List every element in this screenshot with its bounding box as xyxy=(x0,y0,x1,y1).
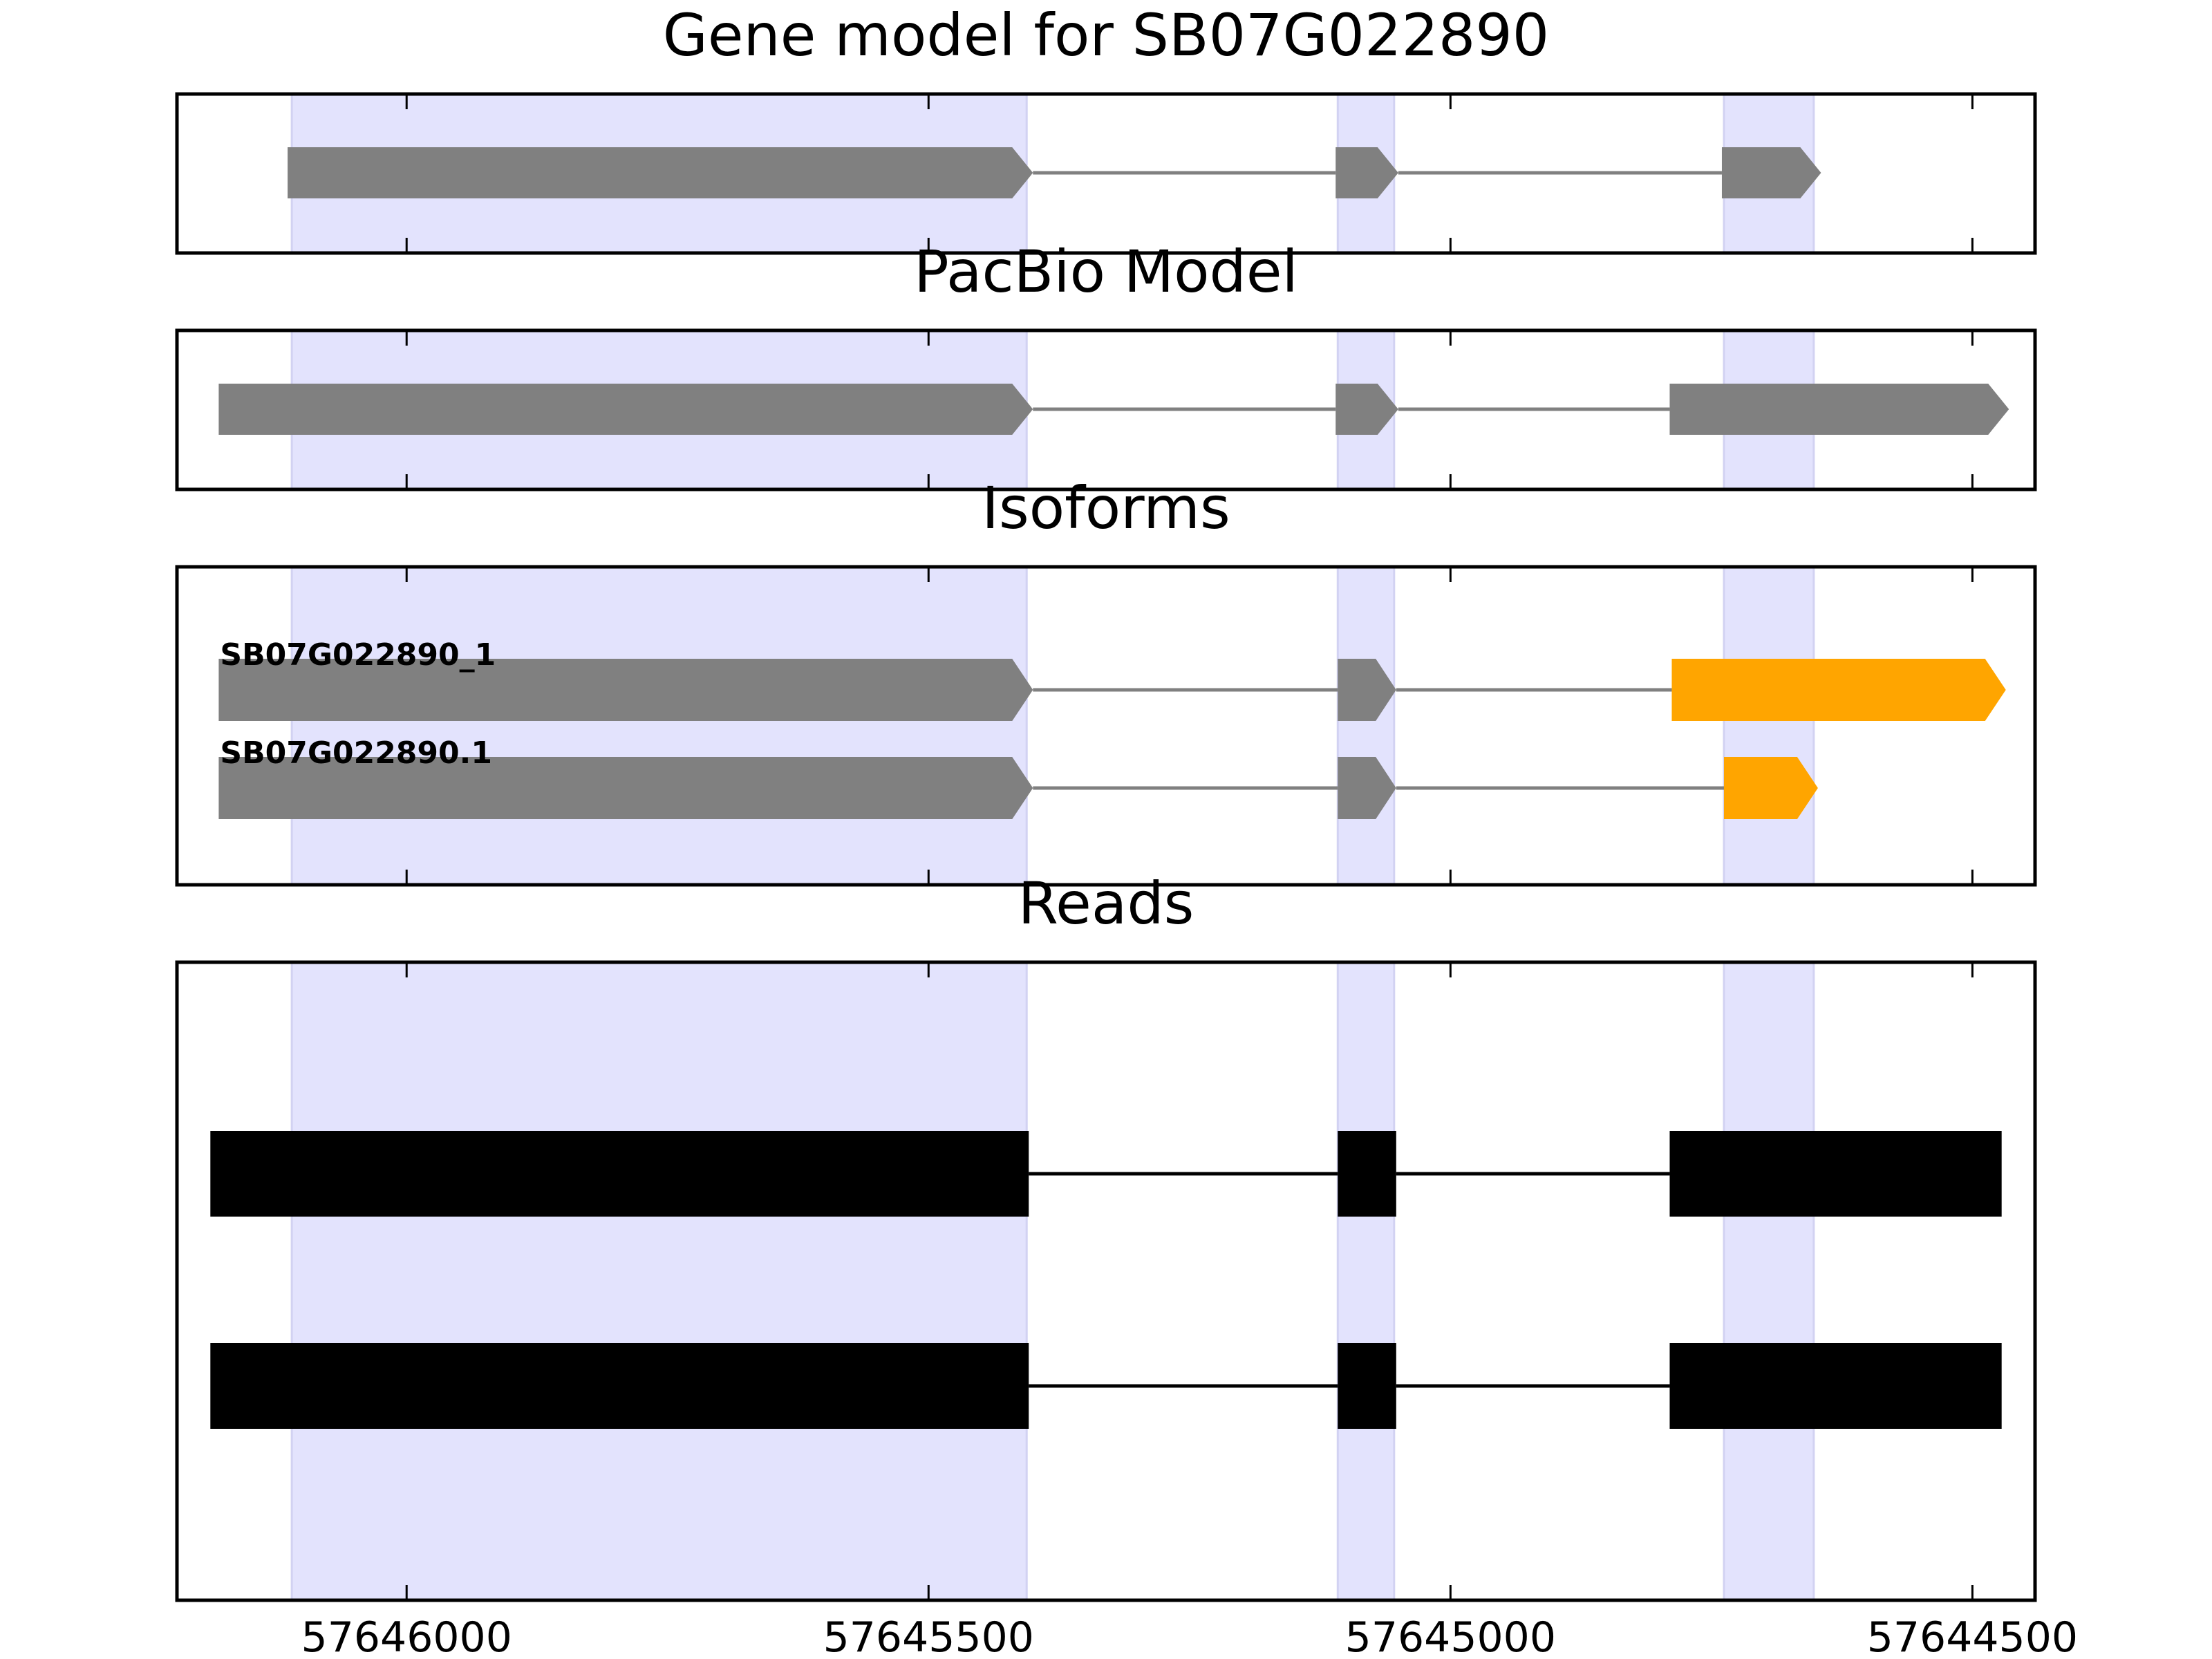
exon-highlight-band xyxy=(1336,961,1396,1602)
transcript-track: SB07G022890_1 xyxy=(218,637,2006,721)
transcript-track xyxy=(288,147,1821,198)
axes-frame xyxy=(175,92,2037,255)
isoform-label: SB07G022890_1 xyxy=(220,637,496,673)
exon-highlight-band xyxy=(1336,565,1396,886)
transcript-track: SB07G022890.1 xyxy=(218,735,1818,819)
exon-highlight-band xyxy=(1723,565,1815,886)
exon-arrow xyxy=(1721,147,1821,198)
axes-frame xyxy=(175,960,2037,1602)
x-tick-label: 57645500 xyxy=(823,1613,1034,1659)
axes-frame xyxy=(175,328,2037,491)
exon-highlight-band xyxy=(290,961,1028,1602)
panel-title: PacBio Model xyxy=(914,238,1298,306)
transcript-track xyxy=(218,384,2009,435)
panel-title: Reads xyxy=(1018,870,1194,937)
panel-title: Gene model for SB07G022890 xyxy=(663,1,1549,69)
exon-arrow xyxy=(1338,757,1396,819)
exon-arrow xyxy=(1723,757,1818,819)
x-tick-label: 57646000 xyxy=(301,1613,512,1659)
exon-arrow xyxy=(1335,147,1398,198)
exon-arrow xyxy=(1671,659,2006,721)
isoform-label: SB07G022890.1 xyxy=(220,735,492,771)
x-tick-label: 57645000 xyxy=(1345,1613,1556,1659)
x-tick-label: 57644500 xyxy=(1867,1613,2078,1659)
exon-highlight-band xyxy=(290,565,1028,886)
panel-2: SB07G022890_1 SB07G022890.1 Isoforms xyxy=(175,474,2037,887)
panel-title: Isoforms xyxy=(982,474,1230,542)
read-exon-block xyxy=(1338,1131,1396,1217)
exon-arrow xyxy=(218,757,1033,819)
panel-3: Reads xyxy=(175,870,2037,1602)
exon-arrow xyxy=(1338,659,1396,721)
read-exon-block xyxy=(210,1131,1029,1217)
exon-arrow xyxy=(218,384,1033,435)
read-exon-block xyxy=(1338,1343,1396,1429)
read-exon-block xyxy=(1669,1343,2002,1429)
exon-arrow xyxy=(218,659,1033,721)
panel-0: Gene model for SB07G022890 xyxy=(175,1,2037,255)
exon-arrow xyxy=(1669,384,2009,435)
exon-arrow xyxy=(1335,384,1398,435)
read-track xyxy=(210,1343,2002,1429)
read-track xyxy=(210,1131,2002,1217)
exon-arrow xyxy=(288,147,1033,198)
read-exon-block xyxy=(210,1343,1029,1429)
panel-1: PacBio Model xyxy=(175,238,2037,491)
read-exon-block xyxy=(1669,1131,2002,1217)
axes-frame xyxy=(175,565,2037,887)
exon-highlight-band xyxy=(1723,961,1815,1602)
